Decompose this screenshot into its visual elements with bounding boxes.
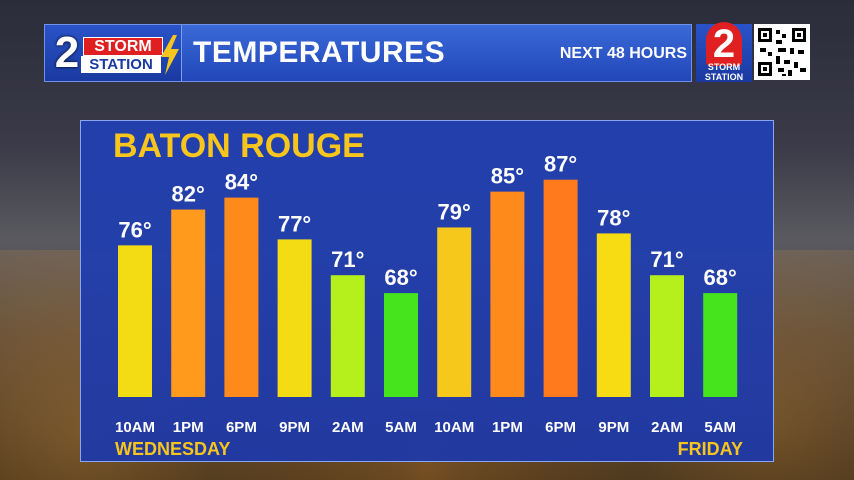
- logo-storm-text: STORM: [83, 37, 163, 56]
- temperature-bar: [437, 227, 472, 397]
- chart-panel: BATON ROUGE 76° 10AM 82° 1PM 84° 6PM 77° 9PM 71°…: [80, 120, 774, 462]
- temperature-value-label: 87°: [544, 152, 577, 177]
- temperature-value-label: 79°: [438, 199, 471, 224]
- temperature-bar: [118, 245, 152, 397]
- temperature-value-label: 78°: [597, 205, 630, 230]
- temperature-value-label: 68°: [704, 265, 737, 290]
- station-corner-logo: 2 STORM STATION: [696, 22, 752, 82]
- time-tick-label: 6PM: [226, 419, 257, 436]
- logo-station-text: STATION: [81, 56, 161, 73]
- temperature-bar: [543, 179, 578, 397]
- temperature-bar: [330, 275, 365, 397]
- temperature-bar: [171, 209, 206, 397]
- chart-title: BATON ROUGE: [113, 127, 365, 165]
- time-tick-label: 2AM: [651, 419, 683, 436]
- temperature-bar: [596, 233, 631, 397]
- corner-logo-number: 2: [706, 22, 742, 66]
- temperature-bar: [224, 197, 259, 397]
- temperature-bar: [384, 293, 418, 397]
- temperature-value-label: 82°: [172, 182, 205, 207]
- temperature-value-label: 71°: [650, 247, 683, 272]
- day-label-start: WEDNESDAY: [115, 439, 231, 459]
- temperature-value-label: 77°: [278, 211, 311, 236]
- time-tick-label: 5AM: [704, 419, 736, 436]
- temperature-value-label: 68°: [384, 265, 417, 290]
- temperature-value-label: 76°: [118, 217, 151, 242]
- temperature-value-label: 84°: [225, 170, 258, 195]
- time-tick-label: 1PM: [492, 419, 523, 436]
- header-bar: 2 STORM STATION TEMPERATURES NEXT 48 HOU…: [44, 24, 692, 82]
- time-tick-label: 5AM: [385, 419, 417, 436]
- temperature-value-label: 71°: [331, 247, 364, 272]
- page-title: TEMPERATURES: [193, 36, 446, 69]
- temperature-bar: [650, 275, 684, 397]
- corner-logo-text: STORM STATION: [696, 62, 752, 82]
- time-tick-label: 10AM: [434, 419, 474, 436]
- forecast-range: NEXT 48 HOURS: [559, 45, 687, 62]
- time-tick-label: 1PM: [173, 419, 204, 436]
- qr-code-icon[interactable]: [754, 24, 810, 80]
- time-tick-label: 9PM: [279, 419, 310, 436]
- temperature-value-label: 85°: [491, 164, 524, 189]
- time-tick-label: 6PM: [545, 419, 576, 436]
- time-tick-label: 9PM: [598, 419, 629, 436]
- time-tick-label: 2AM: [332, 419, 364, 436]
- day-label-end: FRIDAY: [677, 439, 743, 459]
- temperature-bar: [277, 239, 312, 397]
- corner-logo-line1: STORM: [707, 62, 741, 72]
- lightning-bolt-icon: [161, 35, 179, 75]
- corner-logo-line2: STATION: [704, 72, 744, 82]
- temperature-bar-chart: 76° 10AM 82° 1PM 84° 6PM 77° 9PM 71° 2AM 68° 5AM 79°…: [115, 152, 738, 436]
- temperature-bar: [490, 191, 525, 397]
- storm-station-logo: 2 STORM STATION: [45, 25, 182, 81]
- temperature-bar: [703, 293, 738, 397]
- logo-number: 2: [54, 28, 80, 77]
- time-tick-label: 10AM: [115, 419, 155, 436]
